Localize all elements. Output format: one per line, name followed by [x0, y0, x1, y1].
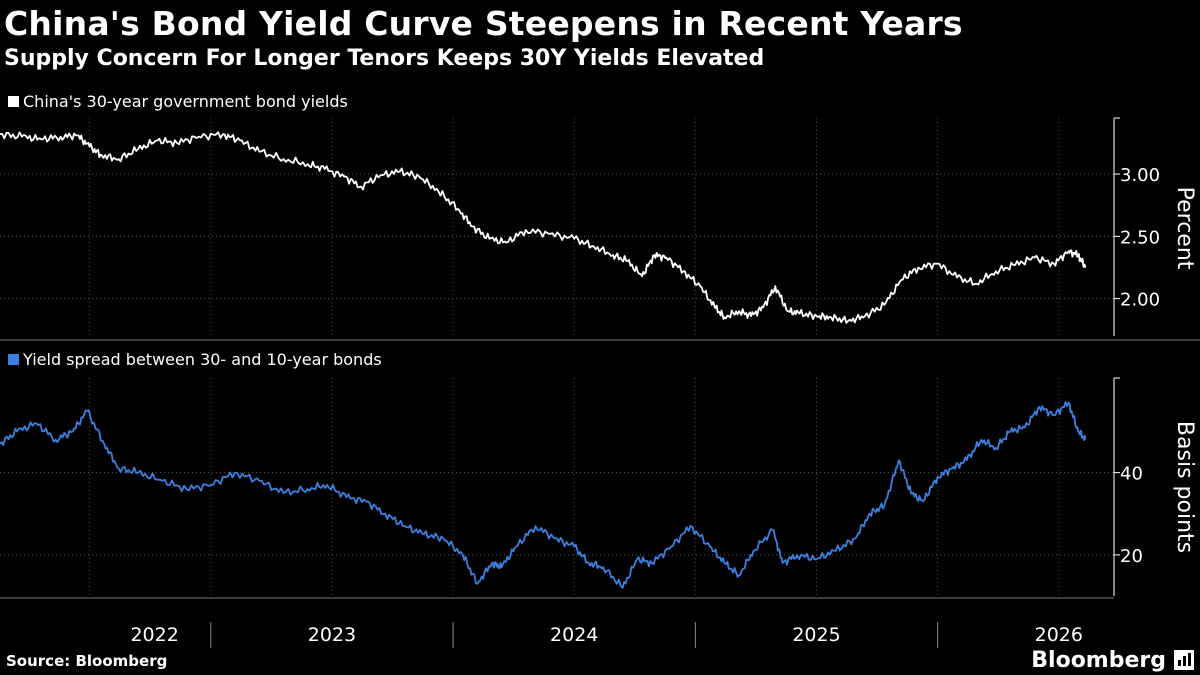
legend-spread: Yield spread between 30- and 10-year bon…: [8, 350, 382, 369]
spread-series-line: [0, 400, 1087, 589]
legend-yield-swatch: [8, 96, 19, 107]
xaxis-label-2023: 2023: [308, 624, 356, 646]
top-ytick-label-2: 3.00: [1120, 165, 1160, 186]
xaxis-label-2026: 2026: [1035, 624, 1083, 646]
legend-spread-swatch: [8, 354, 19, 365]
axis-layer: 2.00 2.50 3.00 20 40 2022 2023 2024 2025 2026: [0, 117, 1200, 648]
bloomberg-logo-icon: [1174, 650, 1194, 670]
top-ytick-label-0: 2.00: [1120, 290, 1160, 311]
chart-title: China's Bond Yield Curve Steepens in Rec…: [4, 4, 963, 43]
bottom-ytick-label-0: 20: [1120, 546, 1143, 567]
xaxis-label-2022: 2022: [130, 624, 178, 646]
top-ytick-label-1: 2.50: [1120, 227, 1160, 248]
legend-yield: China's 30-year government bond yields: [8, 92, 348, 111]
chart-subtitle: Supply Concern For Longer Tenors Keeps 3…: [4, 46, 765, 71]
source-note: Source: Bloomberg: [6, 652, 168, 670]
yield-series-line: [0, 131, 1087, 324]
bloomberg-brand: Bloomberg: [1031, 648, 1166, 673]
xaxis-label-2024: 2024: [550, 624, 598, 646]
bottom-ytick-label-1: 40: [1120, 464, 1143, 485]
yaxis-label-basis-points: Basis points: [1172, 421, 1197, 553]
xaxis-label-2025: 2025: [792, 624, 840, 646]
legend-spread-label: Yield spread between 30- and 10-year bon…: [23, 350, 382, 369]
grid-layer: [0, 118, 1114, 596]
legend-yield-label: China's 30-year government bond yields: [23, 92, 348, 111]
yaxis-label-percent: Percent: [1172, 187, 1197, 270]
